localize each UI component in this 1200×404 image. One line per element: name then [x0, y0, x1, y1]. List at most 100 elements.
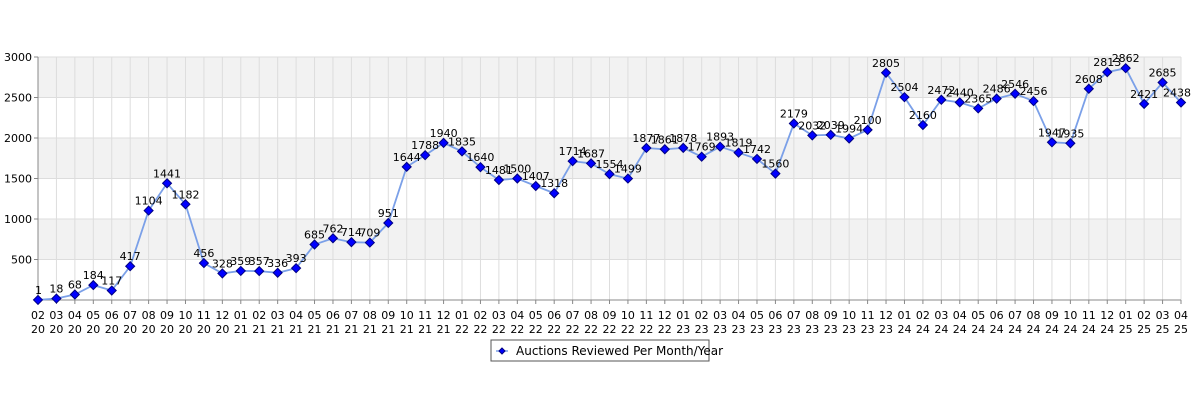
x-tick-label-month: 10 — [178, 309, 192, 322]
data-label: 1835 — [448, 135, 476, 148]
data-label: 2472 — [927, 84, 955, 97]
data-label: 951 — [378, 207, 399, 220]
data-label: 762 — [322, 222, 343, 235]
x-tick-label-month: 07 — [123, 309, 137, 322]
data-label: 2100 — [854, 114, 882, 127]
data-label: 359 — [230, 255, 251, 268]
x-tick-label-month: 03 — [271, 309, 285, 322]
x-tick-label-month: 06 — [326, 309, 340, 322]
data-point — [1138, 98, 1150, 110]
x-tick-label-month: 08 — [142, 309, 156, 322]
data-label: 2421 — [1130, 88, 1158, 101]
data-label: 2608 — [1075, 73, 1103, 86]
x-tick-label-month: 07 — [566, 309, 580, 322]
x-tick-label-month: 05 — [971, 309, 985, 322]
data-point — [198, 257, 210, 269]
x-tick-label-year: 22 — [547, 323, 561, 336]
x-tick-label-year: 25 — [1137, 323, 1151, 336]
data-point — [475, 161, 486, 173]
data-label: 184 — [83, 269, 104, 282]
data-point — [512, 173, 523, 184]
data-label: 1819 — [725, 137, 753, 150]
data-label: 685 — [304, 229, 325, 242]
x-tick-label-year: 21 — [234, 323, 248, 336]
data-label: 2438 — [1163, 87, 1191, 100]
x-tick-label-month: 03 — [934, 309, 948, 322]
x-tick-label-year: 21 — [437, 323, 451, 336]
x-tick-label-month: 05 — [86, 309, 100, 322]
data-label: 1640 — [466, 151, 494, 164]
data-point — [327, 233, 339, 244]
data-point — [696, 151, 707, 162]
x-tick-label-year: 22 — [529, 323, 543, 336]
x-tick-label-month: 08 — [805, 309, 819, 322]
x-tick-label-year: 20 — [160, 323, 174, 336]
data-label: 1104 — [135, 195, 163, 208]
data-label: 2805 — [872, 57, 900, 70]
y-tick-label: 3000 — [4, 51, 32, 64]
data-point — [254, 265, 265, 277]
data-point — [899, 91, 910, 103]
x-tick-label-month: 10 — [621, 309, 635, 322]
data-label: 1742 — [743, 143, 771, 156]
x-tick-label-month: 06 — [990, 309, 1004, 322]
x-tick-label-month: 02 — [31, 309, 45, 322]
x-tick-label-year: 21 — [252, 323, 266, 336]
x-tick-label-year: 20 — [178, 323, 192, 336]
data-point — [493, 174, 505, 186]
x-tick-label-year: 23 — [676, 323, 690, 336]
data-label: 18 — [49, 283, 63, 296]
x-tick-label-year: 24 — [1045, 323, 1059, 336]
data-point — [678, 142, 689, 154]
x-tick-label-month: 02 — [473, 309, 487, 322]
data-point — [807, 130, 818, 141]
data-point — [788, 118, 800, 129]
x-tick-label-month: 10 — [1063, 309, 1077, 322]
data-point — [401, 161, 412, 173]
x-tick-label-year: 21 — [344, 323, 358, 336]
x-tick-label-year: 23 — [713, 323, 727, 336]
data-label: 1500 — [503, 163, 531, 176]
x-tick-label-month: 02 — [695, 309, 709, 322]
data-point — [1028, 95, 1039, 107]
data-point — [88, 279, 99, 291]
data-label: 1935 — [1056, 127, 1084, 140]
x-tick-label-month: 01 — [455, 309, 469, 322]
x-tick-label-year: 20 — [49, 323, 63, 336]
x-tick-label-month: 06 — [768, 309, 782, 322]
x-tick-label-year: 23 — [787, 323, 801, 336]
data-point — [917, 119, 929, 131]
data-point — [622, 173, 634, 184]
x-tick-label-month: 12 — [658, 309, 672, 322]
y-tick-label: 2000 — [4, 132, 32, 145]
data-point — [1065, 138, 1076, 149]
x-tick-label-year: 24 — [1100, 323, 1114, 336]
data-point — [954, 97, 965, 108]
data-point — [438, 137, 449, 149]
data-point — [419, 149, 431, 161]
x-tick-label-month: 03 — [49, 309, 63, 322]
data-label: 2504 — [890, 81, 918, 94]
data-label: 2486 — [983, 83, 1011, 96]
x-tick-label-month: 06 — [105, 309, 119, 322]
x-tick-label-year: 24 — [1027, 323, 1041, 336]
data-label: 1554 — [596, 158, 624, 171]
x-tick-label-month: 12 — [215, 309, 229, 322]
data-label: 2546 — [1001, 78, 1029, 91]
x-tick-label-year: 21 — [418, 323, 432, 336]
data-label: 1560 — [761, 158, 789, 171]
x-tick-label-year: 21 — [271, 323, 285, 336]
x-tick-label-month: 06 — [547, 309, 561, 322]
data-label: 1994 — [835, 122, 863, 135]
x-tick-label-year: 22 — [510, 323, 524, 336]
y-tick-labels: 500 1000 1500 2000 2500 3000 — [4, 51, 38, 267]
data-label: 1947 — [1038, 126, 1066, 139]
data-label: 417 — [120, 250, 141, 263]
x-tick-label-year: 21 — [400, 323, 414, 336]
data-point — [1102, 66, 1113, 78]
x-tick-label-year: 23 — [695, 323, 709, 336]
x-tick-label-year: 23 — [879, 323, 893, 336]
data-point — [364, 237, 376, 248]
data-label: 328 — [212, 257, 233, 270]
